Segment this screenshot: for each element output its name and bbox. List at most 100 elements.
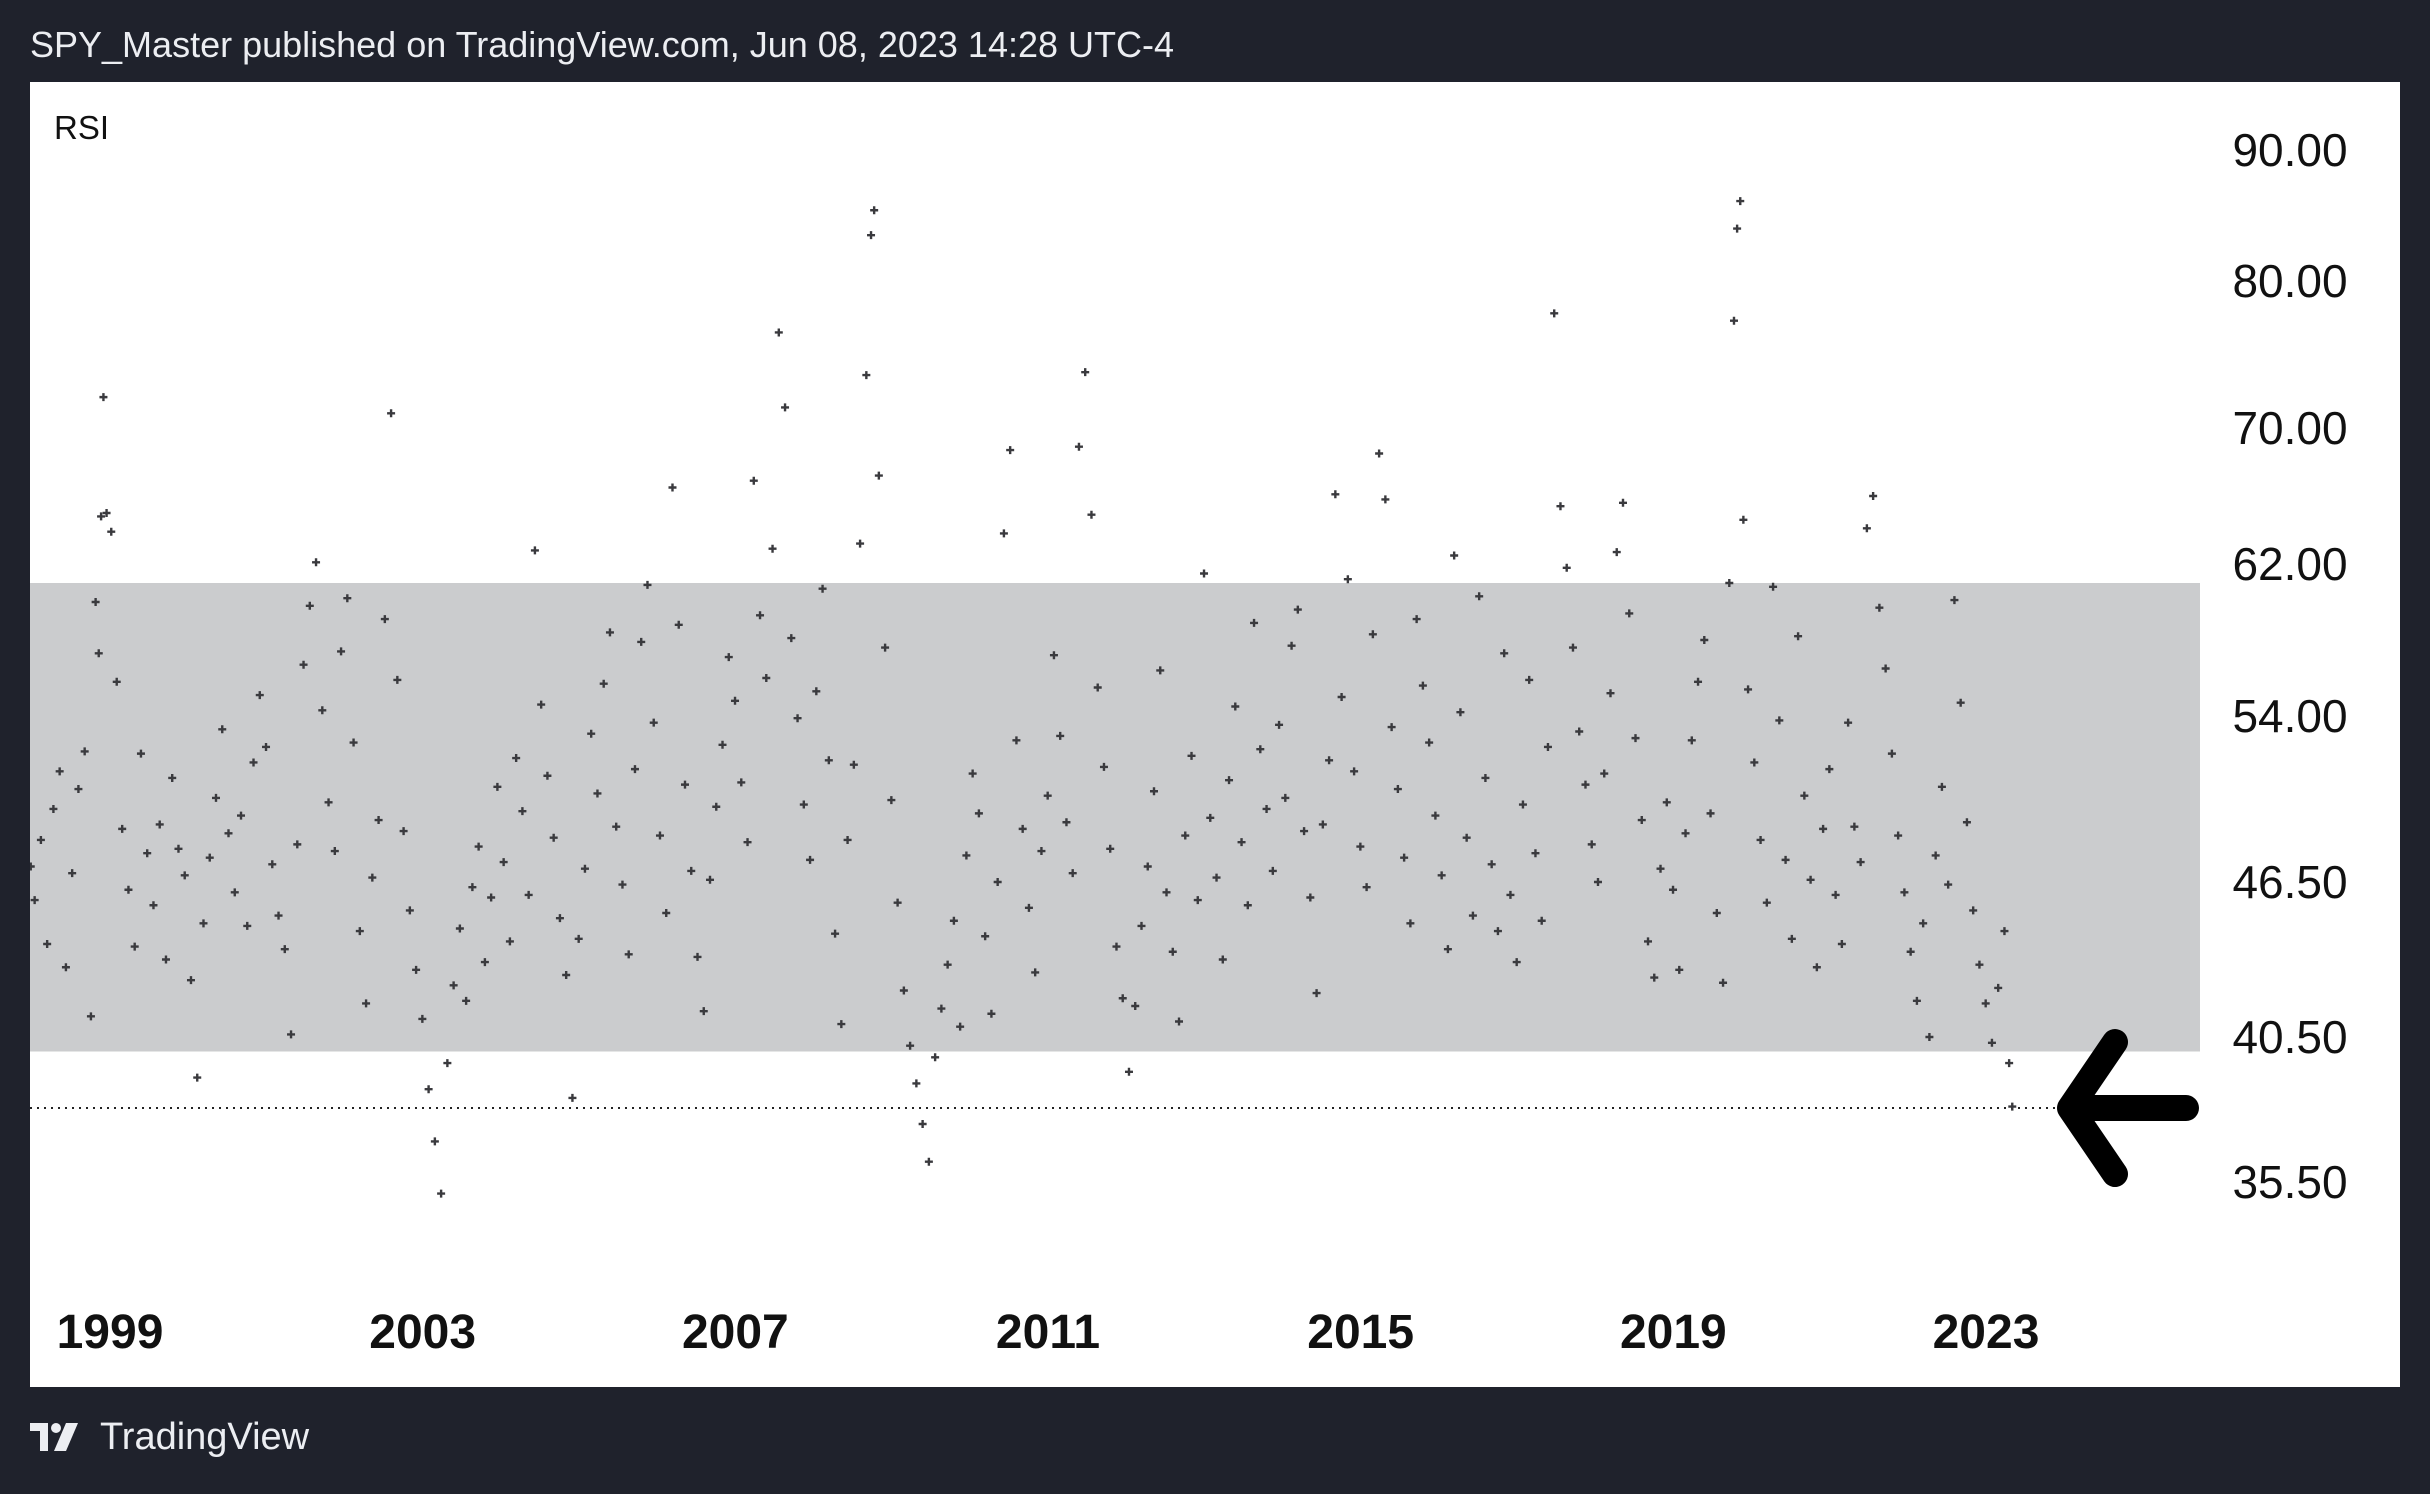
rsi-point <box>1200 569 1209 578</box>
y-axis: 90.00 80.00 70.00 62.00 54.00 46.50 40.50 35.50 <box>2232 124 2347 1208</box>
rsi-point <box>937 1004 946 1013</box>
rsi-point <box>274 911 283 920</box>
rsi-point <box>462 996 471 1005</box>
rsi-point <box>580 864 589 873</box>
rsi-point <box>624 950 633 959</box>
rsi-point <box>337 647 346 656</box>
rsi-point <box>368 873 377 882</box>
x-tick-label: 2015 <box>1307 1306 1414 1359</box>
rsi-point <box>849 760 858 769</box>
rsi-point <box>143 849 152 858</box>
rsi-point <box>1875 603 1884 612</box>
rsi-point <box>618 880 627 889</box>
rsi-point <box>99 393 108 402</box>
rsi-point <box>1250 618 1259 627</box>
rsi-point <box>1694 677 1703 686</box>
rsi-point <box>870 206 879 215</box>
rsi-point <box>762 674 771 682</box>
rsi-point <box>1262 804 1271 813</box>
rsi-point <box>530 546 539 555</box>
rsi-point <box>1894 831 1903 840</box>
rsi-point <box>1031 968 1040 977</box>
rsi-point <box>168 773 177 782</box>
rsi-point <box>818 584 827 593</box>
rsi-point <box>1525 675 1534 684</box>
rsi-point <box>962 851 971 860</box>
rsi-point <box>1375 449 1384 458</box>
rsi-point <box>1281 793 1290 802</box>
rsi-point <box>1293 605 1302 614</box>
rsi-point <box>843 835 852 844</box>
rsi-point <box>1043 791 1052 800</box>
rsi-point <box>1656 864 1665 873</box>
rsi-point <box>487 893 496 902</box>
rsi-point <box>91 598 100 606</box>
rsi-point <box>1162 888 1171 897</box>
rsi-point <box>1068 869 1077 878</box>
rsi-point <box>218 725 227 734</box>
rsi-point <box>1337 693 1346 701</box>
rsi-point <box>1644 937 1653 946</box>
rsi-point <box>662 909 671 917</box>
rsi-point <box>1850 822 1859 831</box>
rsi-point <box>1619 498 1627 507</box>
rsi-point <box>1406 919 1415 928</box>
rsi-point <box>593 789 602 798</box>
rsi-point <box>324 798 333 807</box>
rsi-point <box>1437 871 1446 880</box>
rsi-point <box>1087 510 1096 519</box>
rsi-point <box>1062 818 1071 827</box>
chart-panel[interactable]: 90.00 80.00 70.00 62.00 54.00 46.50 40.50 35.50… <box>30 82 2400 1387</box>
rsi-point <box>330 847 339 856</box>
rsi-point <box>1733 224 1742 233</box>
rsi-point <box>405 906 414 915</box>
rsi-point <box>1012 736 1021 745</box>
rsi-point <box>268 860 277 869</box>
rsi-point <box>2008 1102 2017 1111</box>
rsi-point <box>831 929 840 938</box>
rsi-band <box>30 583 2200 1052</box>
rsi-point <box>102 509 111 517</box>
rsi-point <box>587 729 596 738</box>
rsi-point <box>1593 878 1602 886</box>
rsi-point <box>1887 749 1896 758</box>
rsi-point <box>1362 883 1371 892</box>
tradingview-brand[interactable]: TradingView <box>30 1416 309 1459</box>
rsi-point <box>574 934 583 943</box>
rsi-point <box>1487 860 1496 869</box>
rsi-point <box>1631 734 1640 743</box>
rsi-point <box>793 714 802 723</box>
rsi-point <box>1575 727 1584 736</box>
rsi-point <box>1612 548 1621 557</box>
rsi-point <box>787 634 796 643</box>
rsi-point <box>468 883 477 892</box>
rsi-point <box>806 855 815 864</box>
rsi-point <box>1450 551 1459 560</box>
rsi-point <box>430 1137 439 1146</box>
rsi-point <box>1356 842 1365 851</box>
y-tick-label: 90.00 <box>2232 124 2347 176</box>
rsi-point <box>1518 800 1527 809</box>
rsi-point <box>899 986 908 995</box>
rsi-point <box>1081 368 1090 377</box>
rsi-point <box>1418 681 1427 690</box>
rsi-point <box>80 747 89 756</box>
rsi-point <box>743 838 752 847</box>
rsi-point <box>799 800 808 809</box>
rsi-point <box>1543 742 1552 751</box>
rsi-point <box>768 544 777 553</box>
rsi-point <box>1006 446 1015 455</box>
rsi-point <box>1475 592 1484 601</box>
rsi-point <box>537 700 546 709</box>
rsi-point <box>1049 651 1058 660</box>
rsi-point <box>718 740 727 749</box>
rsi-point <box>1275 720 1284 729</box>
rsi-point <box>149 901 158 910</box>
rsi-point <box>956 1022 965 1031</box>
rsi-point <box>599 679 608 688</box>
rsi-point <box>999 529 1008 538</box>
rsi-point <box>1099 762 1108 771</box>
y-tick-label: 70.00 <box>2232 402 2347 454</box>
rsi-point <box>1969 906 1978 915</box>
